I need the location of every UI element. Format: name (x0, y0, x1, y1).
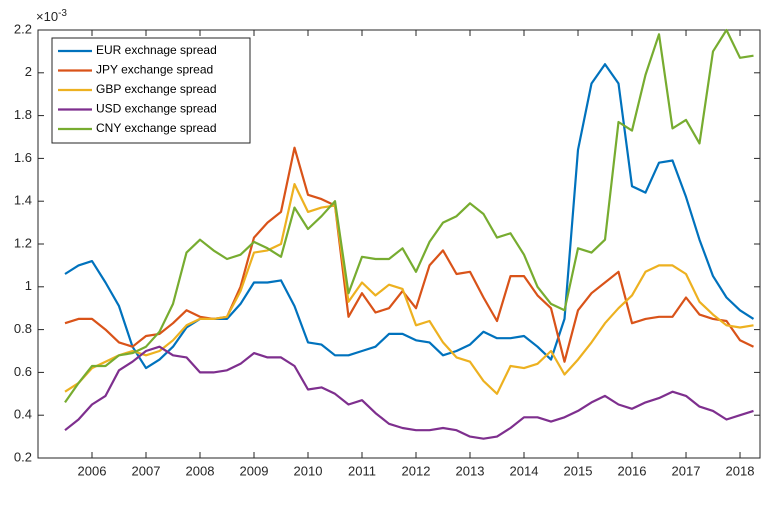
series-line (64, 63, 755, 370)
y-tick-label: 0.8 (14, 321, 32, 336)
plot-area (37, 29, 761, 459)
y-tick-label: 2 (25, 64, 32, 79)
x-tick-label: 2006 (78, 463, 107, 478)
x-tick-label: 2013 (456, 463, 485, 478)
x-tick-label: 2007 (132, 463, 161, 478)
y-tick-label: 1.8 (14, 107, 32, 122)
y-tick-label: 2.2 (14, 21, 32, 36)
multiplier-base: ×10 (36, 9, 58, 24)
y-tick-label: 1.2 (14, 235, 32, 250)
series-line (64, 345, 754, 440)
legend: EUR exchnage spread JPY exchange spread GB… (51, 37, 251, 144)
x-tick-label: 2017 (672, 463, 701, 478)
x-tick-label: 2009 (240, 463, 269, 478)
series-line (64, 146, 754, 363)
y-tick-label: 1.4 (14, 193, 32, 208)
legend-label: USD exchange spread (96, 102, 217, 116)
y-tick-label: 1 (25, 278, 32, 293)
y-tick-label: 1.6 (14, 150, 32, 165)
legend-label: EUR exchnage spread (96, 43, 217, 57)
x-tick-label: 2012 (402, 463, 431, 478)
y-tick-label: 0.2 (14, 449, 32, 464)
x-tick-label: 2016 (618, 463, 647, 478)
y-tick-label: 0.4 (14, 407, 32, 422)
x-tick-label: 2008 (186, 463, 215, 478)
x-tick-label: 2014 (510, 463, 539, 478)
legend-label: CNY exchange spread (96, 121, 217, 135)
x-tick-label: 2011 (348, 463, 376, 478)
x-tick-label: 2018 (726, 463, 755, 478)
y-tick-label: 0.6 (14, 364, 32, 379)
series-line (64, 28, 754, 404)
series-line (64, 183, 754, 395)
x-tick-label: 2010 (294, 463, 323, 478)
legend-label: JPY exchange spread (96, 63, 213, 77)
legend-label: GBP exchange spread (96, 82, 217, 96)
x-tick-label: 2015 (564, 463, 593, 478)
axis-multiplier: ×10-3 (36, 8, 67, 25)
multiplier-exponent: -3 (58, 8, 67, 19)
